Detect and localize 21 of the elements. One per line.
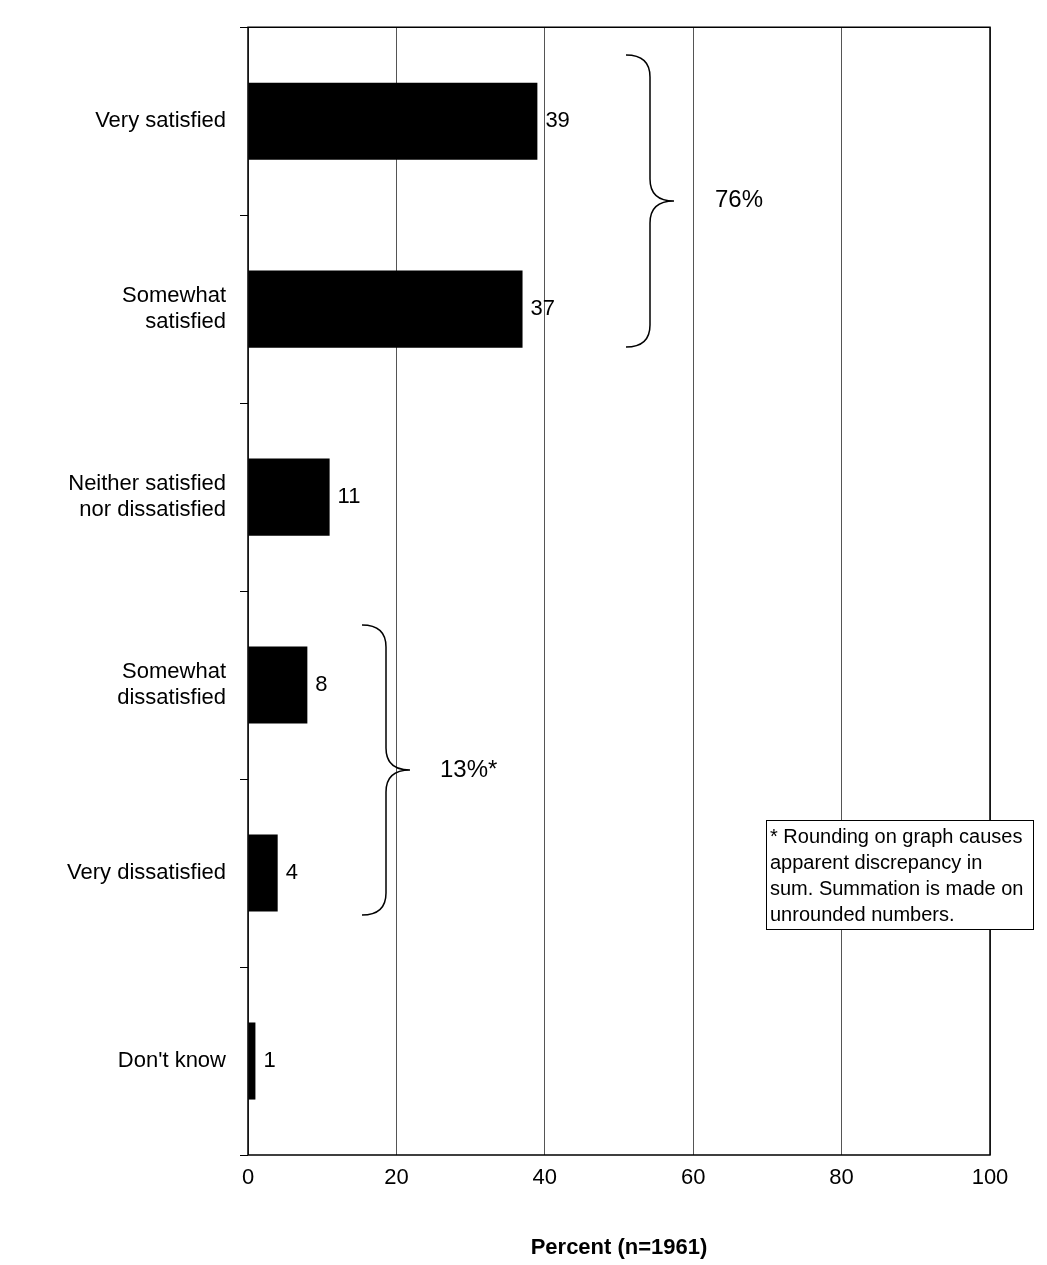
x-tick-label: 40: [532, 1164, 558, 1190]
y-tick-label: Somewhat dissatisfied: [117, 657, 226, 710]
data-label: 1: [263, 1047, 276, 1073]
x-tick-label: 80: [829, 1164, 854, 1190]
data-label: 8: [315, 671, 328, 697]
data-label: 4: [285, 859, 298, 885]
y-tick-label: Don't know: [117, 1047, 227, 1073]
x-tick-label: 0: [241, 1164, 255, 1190]
y-tick-label: Very satisfied: [95, 107, 226, 133]
y-tick-label: Neither satisfied nor dissatisfied: [68, 469, 226, 522]
annotation: * Rounding on graph causes apparent discrepancy in sum. Summation is made on unrounded numbers.: [766, 820, 1034, 930]
data-label: 39: [545, 107, 570, 133]
y-tick-label: Very dissatisfied: [67, 859, 226, 885]
x-tick-label: 60: [680, 1164, 706, 1190]
x-axis-title: Percent (n=1961): [530, 1233, 708, 1259]
data-label: 11: [337, 483, 361, 509]
y-tick-label: Somewhat satisfied: [122, 282, 226, 334]
x-tick-label: 100: [971, 1164, 1009, 1190]
annotation: 13%*: [440, 755, 498, 783]
x-tick-label: 20: [384, 1164, 409, 1190]
annotation: 76%: [715, 185, 764, 213]
